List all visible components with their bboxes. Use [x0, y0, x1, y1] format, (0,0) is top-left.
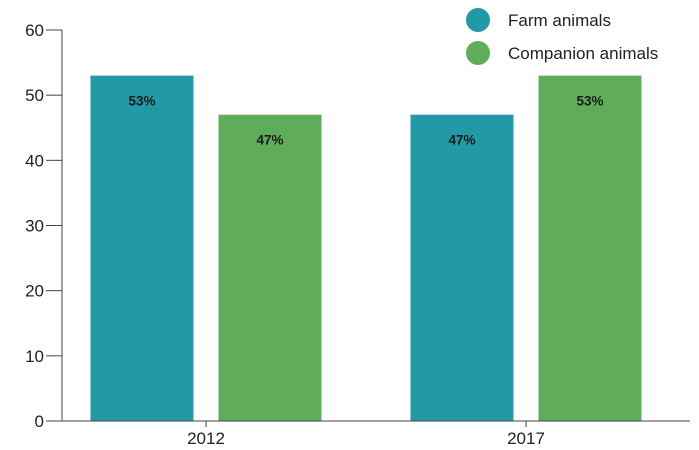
x-tick-label: 2012 [187, 429, 225, 448]
y-axis: 0 10 20 30 40 50 60 [25, 21, 63, 431]
y-tick-label: 50 [25, 86, 44, 105]
data-label: 53% [576, 94, 603, 109]
legend-label: Companion animals [508, 44, 658, 63]
x-axis: 2012 2017 [62, 420, 690, 448]
data-label: 47% [256, 133, 283, 148]
legend-label: Farm animals [508, 11, 611, 30]
bar [538, 75, 642, 421]
y-tick-label: 40 [25, 151, 44, 170]
y-tick-label: 60 [25, 21, 44, 40]
legend: Farm animals Companion animals [466, 8, 658, 65]
bar [90, 75, 194, 421]
y-tick-label: 10 [25, 347, 44, 366]
legend-marker [466, 41, 490, 65]
data-label: 53% [128, 94, 155, 109]
y-tick-label: 0 [35, 412, 44, 431]
bars: 53% 47% 47% 53% [90, 75, 642, 421]
legend-marker [466, 8, 490, 32]
bar [218, 114, 322, 421]
y-tick-label: 20 [25, 282, 44, 301]
bar [410, 114, 514, 421]
y-tick-label: 30 [25, 217, 44, 236]
data-label: 47% [448, 133, 475, 148]
x-tick-label: 2017 [507, 429, 545, 448]
